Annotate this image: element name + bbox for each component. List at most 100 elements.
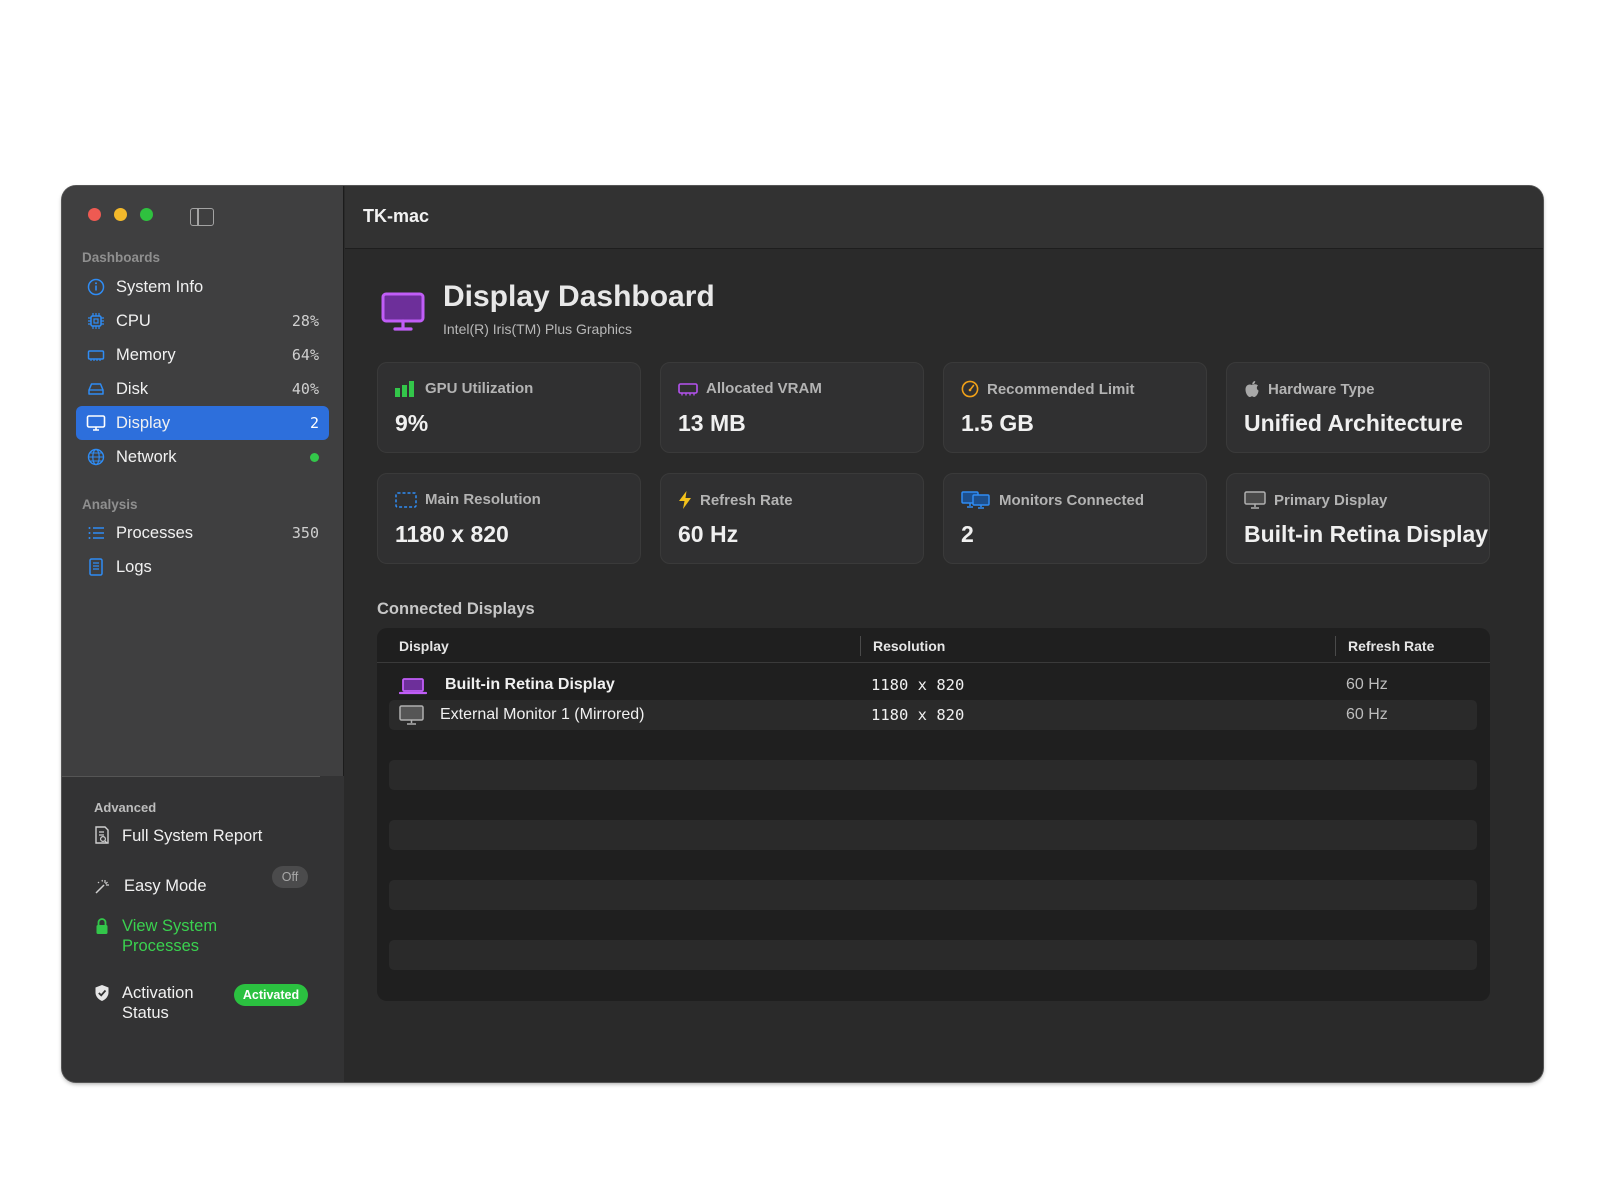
activation-status-row: Activation Status: [92, 983, 194, 1023]
display-name-cell: External Monitor 1 (Mirrored): [440, 706, 645, 723]
cpu-usage-value: 28%: [291, 312, 319, 330]
zoom-window-button[interactable]: [140, 208, 153, 221]
sidebar-item-display[interactable]: Display 2: [76, 406, 329, 440]
column-header-resolution[interactable]: Resolution: [873, 638, 946, 654]
display-name-cell: Built-in Retina Display: [445, 676, 615, 693]
card-value: Built-in Retina Display: [1244, 521, 1489, 547]
full-system-report-label: Full System Report: [122, 826, 263, 845]
sidebar-item-cpu[interactable]: CPU 28%: [76, 304, 329, 338]
display-count-value: 2: [309, 414, 319, 432]
sidebar-item-label: CPU: [116, 311, 151, 330]
monitors-icon: [961, 491, 991, 509]
lock-icon: [92, 917, 112, 935]
advanced-divider: [62, 776, 320, 777]
disk-icon: [86, 379, 106, 399]
close-window-button[interactable]: [88, 208, 101, 221]
memory-icon: [86, 345, 106, 365]
resolution-cell: 1180 x 820: [871, 676, 965, 694]
sidebar-item-system-info[interactable]: System Info: [76, 270, 329, 304]
full-system-report-button[interactable]: Full System Report: [92, 826, 262, 846]
empty-table-row: [389, 760, 1477, 790]
sidebar-item-memory[interactable]: Memory 64%: [76, 338, 329, 372]
table-row[interactable]: External Monitor 1 (Mirrored) 1180 x 820…: [389, 700, 1477, 730]
main-resolution-card: Main Resolution 1180 x 820: [377, 473, 641, 564]
sidebar-toggle-icon[interactable]: [190, 208, 214, 226]
column-separator: [1335, 636, 1336, 656]
refresh-rate-cell: 60 Hz: [1346, 676, 1388, 693]
card-value: 1180 x 820: [395, 521, 509, 547]
sidebar-item-label: System Info: [116, 277, 204, 296]
card-value: 60 Hz: [678, 521, 739, 547]
info-circle-icon: [86, 277, 106, 297]
sidebar-item-disk[interactable]: Disk 40%: [76, 372, 329, 406]
view-system-processes-line1: View System: [122, 917, 218, 935]
page-subtitle: Intel(R) Iris(TM) Plus Graphics: [443, 321, 633, 337]
empty-table-row: [389, 820, 1477, 850]
column-header-refresh-rate[interactable]: Refresh Rate: [1348, 638, 1435, 654]
easy-mode-toggle[interactable]: Off: [272, 866, 308, 888]
window-controls: [88, 208, 153, 221]
sidebar-item-network[interactable]: Network: [76, 440, 329, 474]
network-status-dot: [310, 452, 319, 462]
view-system-processes-link[interactable]: View System Processes: [92, 916, 217, 956]
column-separator: [860, 636, 861, 656]
window-title: TK-mac: [363, 206, 430, 226]
card-value: 9%: [395, 410, 429, 436]
connected-displays-table: Display Resolution Refresh Rate Built-in…: [377, 628, 1490, 1001]
sidebar-item-label: Display: [116, 413, 171, 432]
page-title: Display Dashboard: [443, 280, 715, 313]
card-label: GPU Utilization: [425, 380, 534, 397]
display-icon: [86, 413, 106, 433]
card-value: 1.5 GB: [961, 410, 1034, 436]
main-content: TK-mac Display Dashboard Intel(R) Iris(T…: [345, 186, 1543, 1082]
card-value: Unified Architecture: [1244, 410, 1463, 436]
table-header: Display Resolution Refresh Rate: [377, 628, 1490, 663]
dashboards-section-label: Dashboards: [82, 250, 161, 265]
gauge-icon: [961, 380, 979, 398]
sidebar-item-logs[interactable]: Logs: [76, 550, 329, 584]
apple-icon: [1244, 380, 1260, 398]
column-header-display[interactable]: Display: [399, 638, 449, 654]
sidebar-item-label: Processes: [116, 523, 194, 542]
laptop-icon: [398, 677, 428, 700]
easy-mode-row: Easy Mode: [92, 877, 207, 896]
minimize-window-button[interactable]: [114, 208, 127, 221]
monitor-icon: [1244, 491, 1266, 509]
document-icon: [86, 557, 106, 577]
globe-icon: [86, 447, 106, 467]
gpu-utilization-card: GPU Utilization 9%: [377, 362, 641, 453]
card-value: 13 MB: [678, 410, 746, 436]
card-value: 2: [961, 521, 974, 547]
sidebar-item-label: Memory: [116, 345, 176, 364]
resolution-icon: [395, 491, 417, 508]
sidebar-item-label: Disk: [116, 379, 149, 398]
list-icon: [86, 523, 106, 543]
connected-displays-title: Connected Displays: [377, 600, 535, 618]
monitor-icon: [399, 705, 425, 730]
activation-status-line1: Activation: [122, 984, 194, 1002]
refresh-rate-cell: 60 Hz: [1346, 706, 1388, 723]
bar-chart-icon: [395, 380, 417, 397]
card-label: Refresh Rate: [700, 491, 793, 509]
activation-status-line2: Status: [122, 1004, 169, 1022]
monitors-connected-card: Monitors Connected 2: [943, 473, 1207, 564]
card-label: Hardware Type: [1268, 380, 1375, 398]
activated-badge: Activated: [234, 984, 308, 1006]
report-icon: [92, 826, 112, 846]
card-label: Allocated VRAM: [706, 380, 822, 397]
sidebar: Dashboards System Info CPU 28% Memory 64…: [62, 186, 344, 1082]
refresh-rate-card: Refresh Rate 60 Hz: [660, 473, 924, 564]
sidebar-item-processes[interactable]: Processes 350: [76, 516, 329, 550]
table-row[interactable]: Built-in Retina Display 1180 x 820 60 Hz: [389, 670, 1477, 700]
view-system-processes-line2: Processes: [122, 937, 200, 955]
advanced-section-label: Advanced: [94, 800, 157, 815]
advanced-panel: [62, 776, 344, 1082]
card-label: Recommended Limit: [987, 380, 1135, 398]
shield-check-icon: [92, 984, 112, 1002]
sidebar-item-label: Network: [116, 447, 177, 466]
titlebar: TK-mac: [345, 186, 1543, 249]
process-count-value: 350: [291, 524, 319, 542]
easy-mode-label: Easy Mode: [124, 877, 207, 895]
card-label: Main Resolution: [425, 491, 541, 508]
analysis-section-label: Analysis: [82, 497, 138, 512]
